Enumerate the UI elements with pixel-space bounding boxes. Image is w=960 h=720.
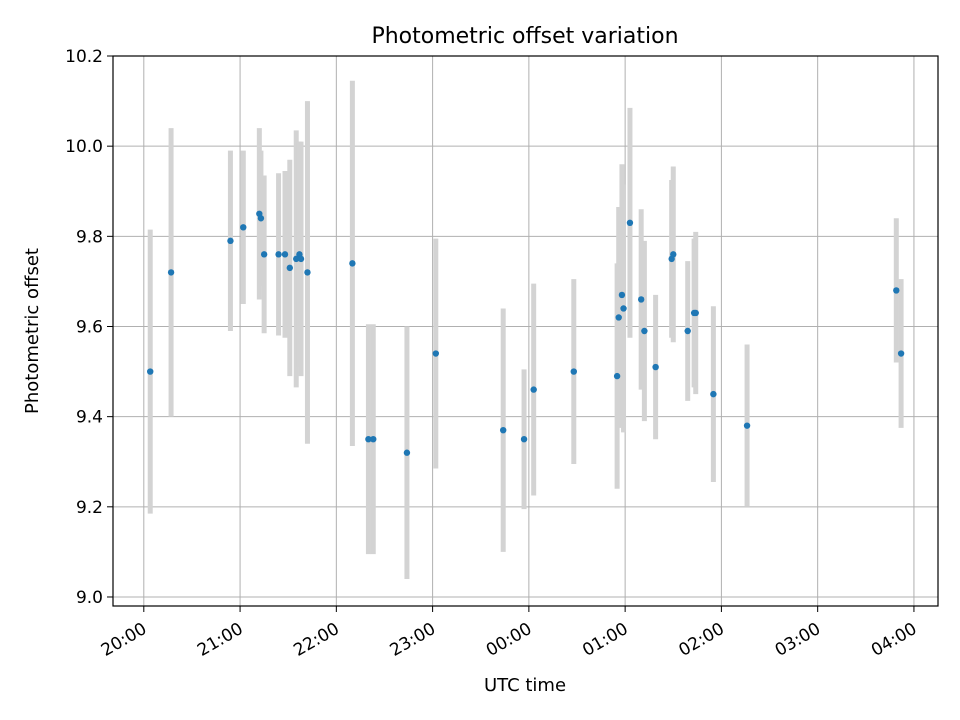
data-point: [626, 219, 634, 227]
data-point: [275, 251, 282, 258]
data-point: [710, 390, 717, 398]
y-tick-label: 9.8: [76, 227, 103, 247]
data-point: [147, 368, 154, 375]
y-axis-label: Photometric offset: [22, 248, 43, 414]
data-point: [365, 435, 372, 443]
data-points: [147, 210, 905, 456]
y-tick-label: 9.6: [76, 317, 103, 337]
y-tick-label: 9.2: [76, 498, 103, 518]
data-point: [403, 449, 411, 456]
y-tick-label: 10.0: [65, 137, 103, 157]
data-point: [897, 350, 905, 357]
data-point: [167, 269, 175, 276]
data-point: [349, 260, 356, 267]
data-point: [743, 422, 751, 429]
data-point: [613, 372, 621, 380]
data-point: [370, 435, 377, 443]
data-point: [670, 251, 677, 258]
y-axis-ticks: 9.0 9.2 9.4 9.6 9.8 10.0 10.2: [65, 47, 113, 608]
data-point: [637, 296, 645, 303]
data-point: [304, 269, 311, 276]
data-point: [281, 251, 289, 258]
data-point: [293, 255, 300, 263]
y-tick-label: 9.0: [76, 588, 103, 608]
y-tick-label: 10.2: [65, 47, 103, 67]
data-point: [570, 368, 577, 375]
data-point: [641, 327, 648, 335]
x-axis-label: UTC time: [484, 675, 566, 696]
data-point: [260, 251, 268, 258]
data-point: [652, 363, 659, 371]
y-tick-label: 9.4: [76, 408, 103, 428]
chart-title: Photometric offset variation: [371, 24, 678, 49]
data-point: [240, 224, 247, 231]
data-point: [432, 350, 440, 357]
data-point: [618, 291, 626, 299]
data-point: [257, 215, 265, 222]
data-point: [684, 327, 691, 335]
data-point: [227, 237, 234, 245]
plot-frame: [112, 55, 939, 607]
data-point: [620, 305, 627, 312]
data-point: [499, 426, 507, 434]
data-point: [286, 264, 294, 272]
data-point: [520, 435, 528, 443]
data-point: [893, 287, 900, 294]
data-point: [692, 309, 699, 317]
data-point: [530, 386, 537, 393]
data-point: [297, 255, 305, 263]
data-point: [615, 314, 622, 321]
